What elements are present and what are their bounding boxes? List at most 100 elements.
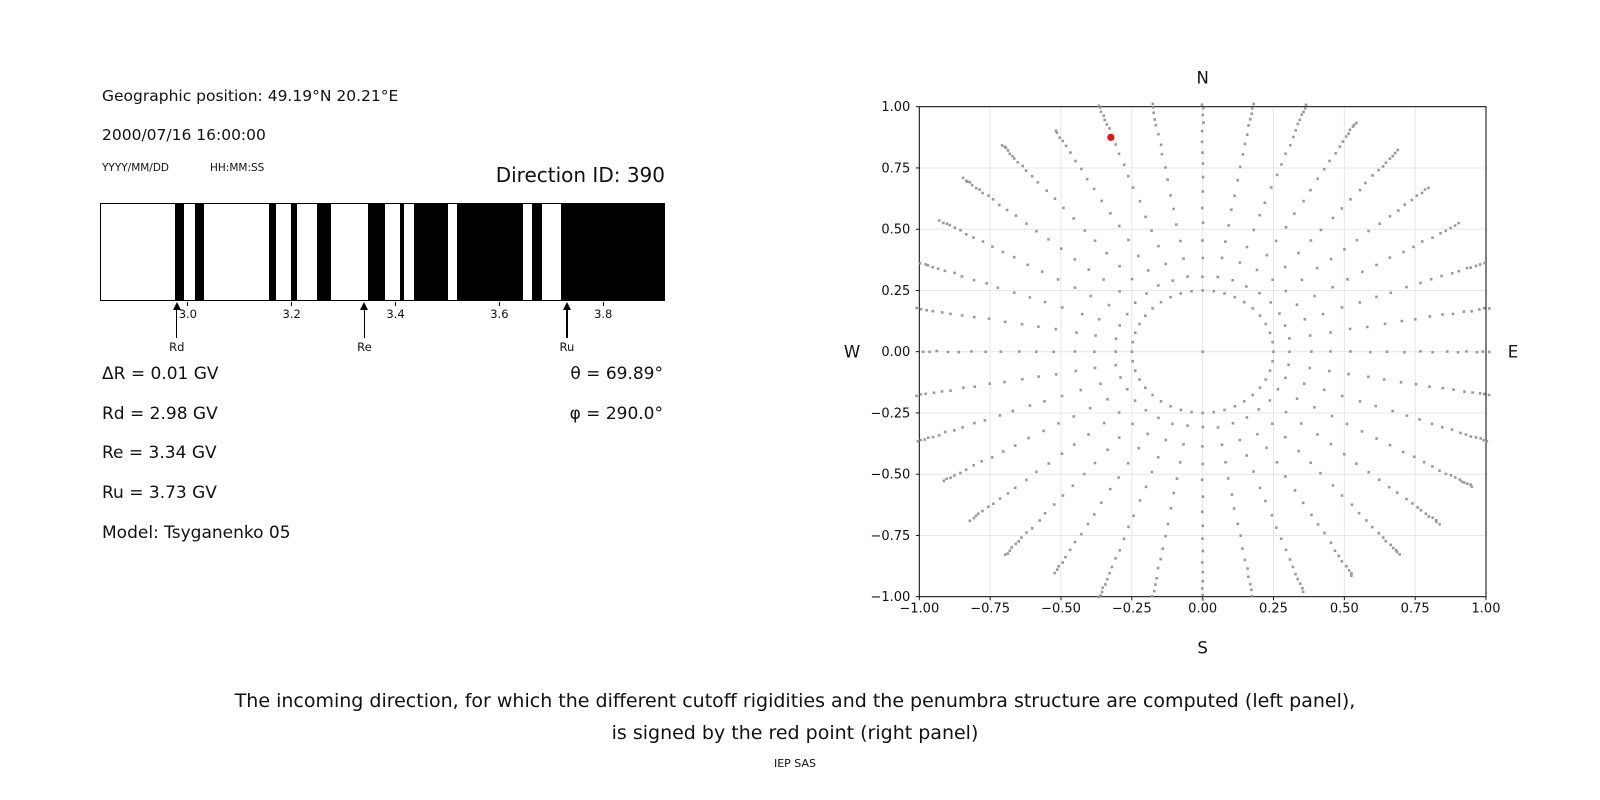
ring-dot: [1272, 350, 1275, 353]
spoke-dot: [1178, 461, 1182, 464]
spoke-dot: [1427, 186, 1430, 190]
spoke-dot: [1087, 268, 1091, 271]
spoke-dot: [1258, 486, 1262, 490]
spoke-dot: [1074, 369, 1078, 373]
penumbra-band: [561, 204, 664, 300]
ring-dot: [1233, 295, 1237, 299]
spoke-dot: [1144, 485, 1148, 489]
spoke-dot: [1410, 198, 1414, 202]
spoke-dot: [1233, 194, 1236, 198]
spoke-dot: [1462, 310, 1466, 313]
spoke-dot: [1172, 491, 1176, 495]
spoke-dot: [1043, 300, 1047, 304]
spoke-dot: [1088, 406, 1092, 410]
spoke-dot: [1146, 432, 1149, 436]
spoke-dot: [1047, 462, 1051, 465]
spoke-dot: [1157, 132, 1160, 136]
spoke-dot: [1301, 590, 1305, 594]
spoke-dot: [1127, 525, 1130, 529]
spoke-dot: [1003, 380, 1006, 384]
spoke-dot: [1017, 350, 1021, 353]
spoke-dot: [1403, 350, 1406, 354]
spoke-dot: [1053, 197, 1057, 201]
spoke-dot: [1388, 157, 1392, 160]
spoke-dot: [973, 421, 976, 425]
spoke-dot: [1166, 178, 1169, 181]
spoke-dot: [1013, 444, 1017, 447]
spoke-dot: [1200, 129, 1204, 133]
spoke-dot: [1169, 194, 1172, 197]
spoke-dot: [1061, 561, 1065, 564]
spoke-dot: [1231, 278, 1234, 282]
delta-r-value: ΔR = 0.01 GV: [102, 364, 219, 384]
spoke-dot: [1119, 376, 1122, 379]
spoke-dot: [1415, 194, 1419, 197]
spoke-dot: [1441, 313, 1444, 316]
spoke-dot: [1061, 494, 1065, 497]
spoke-dot: [1364, 181, 1367, 185]
x-tick-label: 0.75: [1401, 602, 1430, 617]
ring-dot: [1212, 289, 1216, 293]
spoke-dot: [1030, 174, 1034, 178]
spoke-dot: [1161, 547, 1165, 551]
spoke-dot: [1201, 570, 1205, 574]
spoke-dot: [1245, 245, 1249, 249]
spoke-dot: [998, 497, 1002, 500]
spoke-dot: [1042, 429, 1045, 433]
spoke-dot: [1224, 460, 1227, 464]
ring-dot: [1251, 393, 1255, 397]
spoke-dot: [1482, 306, 1486, 310]
x-tick-label: 0.25: [1259, 602, 1288, 617]
spoke-dot: [953, 226, 957, 230]
spoke-dot: [1026, 263, 1029, 267]
spoke-dot: [1224, 240, 1227, 243]
spoke-dot: [1292, 212, 1296, 215]
spoke-dot: [1060, 306, 1064, 309]
spoke-dot: [1144, 408, 1148, 412]
spoke-dot: [1401, 450, 1405, 454]
spoke-dot: [1201, 162, 1205, 165]
spoke-dot: [1137, 254, 1140, 258]
spoke-dot: [1125, 312, 1129, 316]
spoke-dot: [1231, 421, 1235, 425]
spoke-dot: [1085, 177, 1089, 181]
spoke-dot: [1074, 159, 1077, 163]
spoke-dot: [1371, 174, 1374, 177]
spoke-dot: [1284, 289, 1288, 293]
spoke-dot: [1403, 203, 1407, 207]
spoke-dot: [1463, 390, 1466, 393]
x-tick-label: 0.00: [1188, 602, 1217, 617]
spoke-dot: [1093, 350, 1096, 354]
spoke-dot: [1201, 425, 1205, 429]
spoke-dot: [1017, 540, 1020, 543]
spoke-dot: [1470, 310, 1473, 313]
spoke-dot: [1298, 118, 1302, 122]
spoke-dot: [1035, 470, 1038, 474]
spoke-dot: [1073, 258, 1077, 261]
spoke-dot: [1388, 256, 1392, 259]
spoke-dot: [943, 269, 947, 273]
ring-dot: [1159, 399, 1163, 403]
spoke-dot: [1296, 122, 1300, 126]
penumbra-band: [291, 204, 297, 300]
spoke-dot: [1201, 598, 1205, 601]
spoke-dot: [1073, 540, 1077, 544]
spoke-dot: [1043, 512, 1047, 515]
direction-id-label: Direction ID: 390: [495, 163, 665, 187]
spoke-dot: [1329, 350, 1332, 353]
spoke-dot: [1064, 144, 1068, 148]
spoke-dot: [1316, 177, 1319, 181]
south-label: S: [1197, 639, 1207, 658]
spoke-dot: [1171, 422, 1174, 426]
spoke-dot: [1475, 350, 1479, 354]
spoke-dot: [1361, 270, 1364, 274]
spoke-dot: [1118, 290, 1121, 293]
spoke-dot: [1114, 557, 1117, 560]
ring-dot: [1144, 314, 1147, 317]
spoke-dot: [1283, 265, 1287, 269]
spoke-dot: [1319, 471, 1322, 475]
spoke-dot: [1072, 415, 1076, 418]
spoke-dot: [1288, 337, 1291, 340]
ring-dot: [1212, 410, 1216, 414]
spoke-dot: [1340, 560, 1344, 563]
